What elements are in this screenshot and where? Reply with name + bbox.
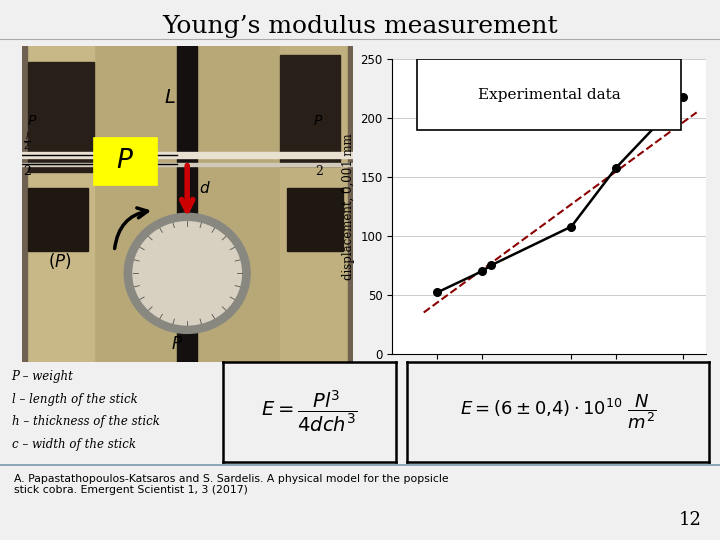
Text: l – length of the stick: l – length of the stick: [12, 393, 138, 406]
Text: c – width of the stick: c – width of the stick: [12, 438, 135, 451]
Text: $P$: $P$: [116, 147, 134, 172]
Bar: [28, 188, 88, 251]
Text: $E = \left(6 \pm 0{,}4\right) \cdot 10^{10}\ \dfrac{N}{m^2}$: $E = \left(6 \pm 0{,}4\right) \cdot 10^{…: [459, 393, 657, 431]
Text: $d$: $d$: [199, 180, 210, 196]
Bar: [22, 46, 94, 362]
FancyBboxPatch shape: [418, 59, 680, 130]
Bar: [94, 138, 158, 185]
Text: 12: 12: [679, 511, 702, 529]
Bar: [28, 62, 94, 172]
Bar: [22, 164, 353, 166]
Text: A. Papastathopoulos-Katsaros and S. Sardelis. A physical model for the popsicle
: A. Papastathopoulos-Katsaros and S. Sard…: [14, 474, 449, 495]
Text: P – weight: P – weight: [12, 370, 73, 383]
X-axis label: Weight P, kN: Weight P, kN: [504, 379, 594, 393]
Bar: [280, 56, 340, 166]
Text: 2: 2: [23, 165, 31, 178]
Text: $P$: $P$: [171, 336, 183, 353]
Text: $L$: $L$: [164, 89, 176, 107]
Text: $P$: $P$: [27, 114, 37, 128]
Bar: [177, 46, 197, 362]
Bar: [22, 152, 353, 158]
Text: Young’s modulus measurement: Young’s modulus measurement: [162, 15, 558, 38]
Bar: [348, 46, 353, 362]
Text: $E = \dfrac{Pl^3}{4dch^3}$: $E = \dfrac{Pl^3}{4dch^3}$: [261, 389, 358, 435]
Y-axis label: displacement, 0,001 mm: displacement, 0,001 mm: [342, 133, 355, 280]
Circle shape: [131, 220, 243, 327]
Bar: [22, 46, 27, 362]
Text: $\frac{l}{2}$: $\frac{l}{2}$: [23, 131, 31, 152]
Text: $P$: $P$: [313, 114, 323, 128]
Text: $(P)$: $(P)$: [48, 251, 72, 271]
Text: h – thickness of the stick: h – thickness of the stick: [12, 415, 159, 428]
Bar: [287, 188, 343, 251]
Circle shape: [125, 213, 250, 333]
Text: 2: 2: [315, 165, 323, 178]
Text: Experimental data: Experimental data: [477, 87, 621, 102]
Bar: [280, 46, 353, 362]
